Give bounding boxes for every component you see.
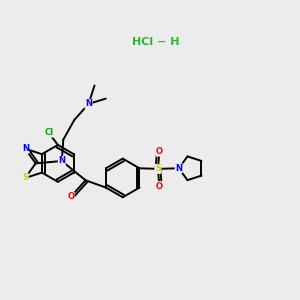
Text: O: O (156, 147, 163, 156)
Text: N: N (22, 144, 29, 153)
Text: O: O (156, 182, 163, 190)
Text: N: N (58, 157, 65, 166)
Text: S: S (155, 164, 161, 173)
Text: N: N (85, 99, 92, 108)
Text: HCl − H: HCl − H (132, 37, 180, 46)
Text: O: O (67, 192, 74, 201)
Text: S: S (22, 173, 28, 182)
Text: Cl: Cl (45, 128, 54, 137)
Text: N: N (175, 164, 182, 173)
